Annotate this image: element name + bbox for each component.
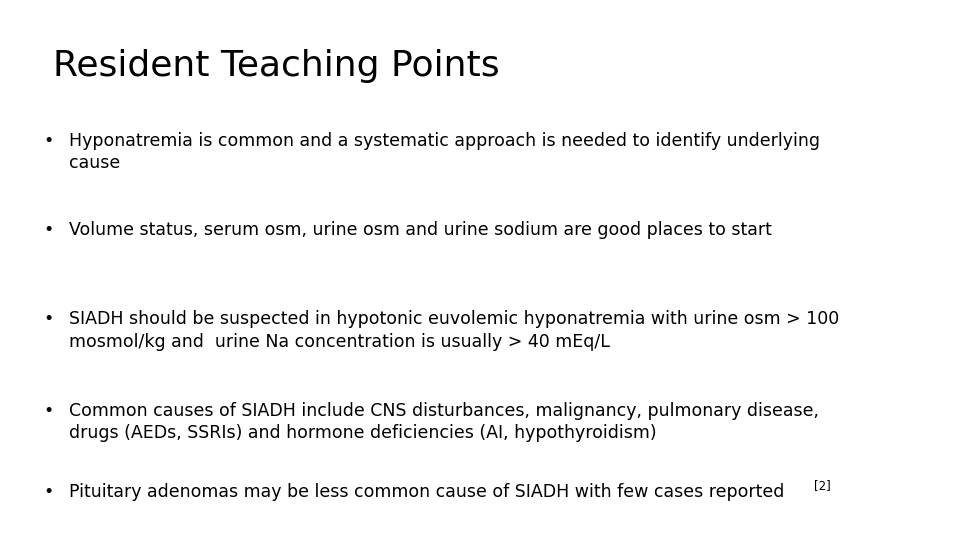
Text: [2]: [2] [814, 479, 830, 492]
Text: •: • [43, 221, 54, 239]
Text: Hyponatremia is common and a systematic approach is needed to identify underlyin: Hyponatremia is common and a systematic … [69, 132, 820, 172]
Text: SIADH should be suspected in hypotonic euvolemic hyponatremia with urine osm > 1: SIADH should be suspected in hypotonic e… [69, 310, 839, 350]
Text: •: • [43, 310, 54, 328]
Text: Volume status, serum osm, urine osm and urine sodium are good places to start: Volume status, serum osm, urine osm and … [69, 221, 772, 239]
Text: Pituitary adenomas may be less common cause of SIADH with few cases reported: Pituitary adenomas may be less common ca… [69, 483, 784, 501]
Text: Resident Teaching Points: Resident Teaching Points [53, 49, 499, 83]
Text: Common causes of SIADH include CNS disturbances, malignancy, pulmonary disease,
: Common causes of SIADH include CNS distu… [69, 402, 819, 442]
Text: •: • [43, 483, 54, 501]
Text: •: • [43, 132, 54, 150]
Text: •: • [43, 402, 54, 420]
